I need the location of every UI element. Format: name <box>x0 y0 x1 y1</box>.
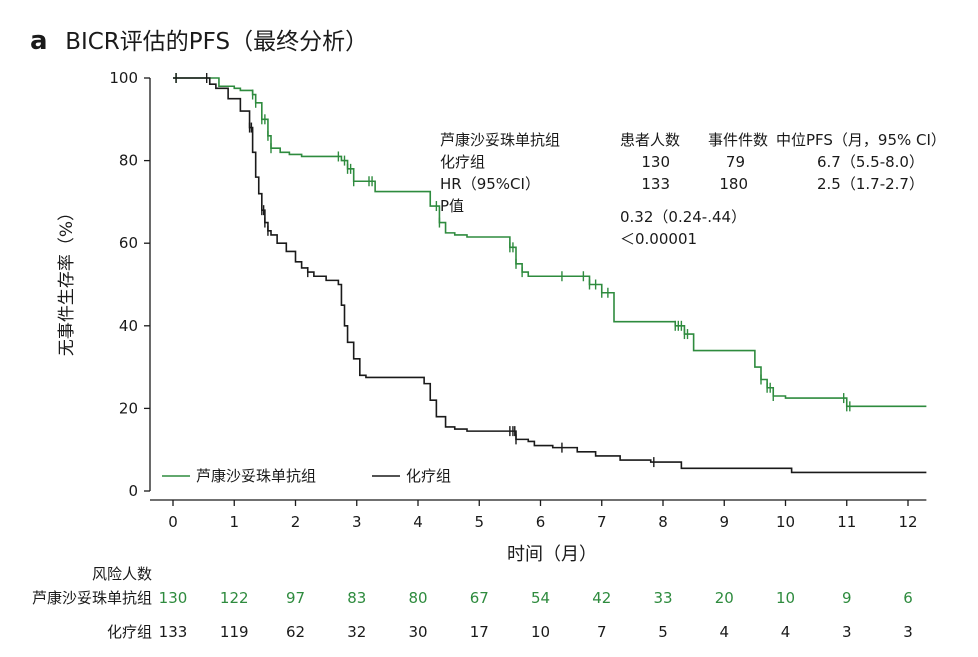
x-tick-label: 1 <box>229 513 239 531</box>
risk-value-control: 62 <box>286 623 305 641</box>
x-tick-label: 5 <box>474 513 484 531</box>
risk-value-treatment: 42 <box>592 589 611 607</box>
x-tick-label: 6 <box>536 513 546 531</box>
ann-hr-value: 0.32（0.24-.44） <box>620 208 746 226</box>
risk-value-control: 3 <box>842 623 852 641</box>
ann-row1-median: 6.7（5.5-8.0） <box>817 153 924 171</box>
ann-header-0: 芦康沙妥珠单抗组 <box>440 131 560 149</box>
x-tick-label: 2 <box>291 513 301 531</box>
risk-value-treatment: 122 <box>220 589 249 607</box>
ann-row2-n: 133 <box>641 175 670 193</box>
y-tick-label: 20 <box>119 399 138 417</box>
ann-row2-events: 180 <box>719 175 748 193</box>
risk-value-treatment: 6 <box>903 589 913 607</box>
risk-value-control: 10 <box>531 623 550 641</box>
risk-value-treatment: 9 <box>842 589 852 607</box>
x-tick-label: 10 <box>776 513 795 531</box>
ann-header-3: 中位PFS（月，95% CI） <box>776 131 946 149</box>
km-curve-treatment <box>173 77 927 408</box>
y-tick-label: 60 <box>119 234 138 252</box>
km-curve-control <box>173 77 927 474</box>
risk-value-control: 5 <box>658 623 668 641</box>
y-tick-label: 40 <box>119 317 138 335</box>
risk-value-control: 17 <box>470 623 489 641</box>
ann-row1-label: 化疗组 <box>440 153 485 171</box>
ann-row1-events: 79 <box>726 153 745 171</box>
x-tick-label: 12 <box>898 513 917 531</box>
y-tick-label: 0 <box>128 482 138 500</box>
risk-value-treatment: 10 <box>776 589 795 607</box>
x-tick-label: 11 <box>837 513 856 531</box>
risk-value-control: 7 <box>597 623 607 641</box>
legend-label-control: 化疗组 <box>406 467 451 485</box>
curves <box>173 73 927 474</box>
risk-value-treatment: 54 <box>531 589 550 607</box>
risk-value-control: 30 <box>408 623 427 641</box>
risk-value-treatment: 97 <box>286 589 305 607</box>
legend-label-treatment: 芦康沙妥珠单抗组 <box>196 467 316 485</box>
y-tick-label: 80 <box>119 152 138 170</box>
risk-value-control: 119 <box>220 623 249 641</box>
risk-value-treatment: 83 <box>347 589 366 607</box>
legend: 芦康沙妥珠单抗组 化疗组 <box>162 467 451 485</box>
ann-p-value: ＜0.00001 <box>620 230 697 248</box>
risk-value-control: 32 <box>347 623 366 641</box>
y-tick-label: 100 <box>109 69 138 87</box>
risk-table-title: 风险人数 <box>92 565 152 583</box>
risk-value-treatment: 130 <box>159 589 188 607</box>
risk-table: 风险人数 芦康沙妥珠单抗组 化疗组 130 122 97 83 80 67 54 42 33 20… <box>32 565 913 641</box>
x-tick-label: 0 <box>168 513 178 531</box>
x-ticks: 0 1 2 3 4 5 6 7 8 9 10 11 12 <box>168 500 918 531</box>
risk-value-control: 4 <box>781 623 791 641</box>
risk-value-treatment: 33 <box>653 589 672 607</box>
chart-title-block: a BICR评估的PFS（最终分析） <box>30 22 368 56</box>
y-axis-label: 无事件生存率（%） <box>57 204 77 356</box>
x-tick-label: 4 <box>413 513 423 531</box>
x-tick-label: 3 <box>352 513 362 531</box>
ann-row2-label: HR（95%CI） <box>440 175 540 193</box>
panel-letter: a <box>30 26 48 56</box>
y-ticks: 0 20 40 60 80 100 <box>109 69 150 500</box>
ann-header-1: 患者人数 <box>620 131 680 149</box>
x-axis-label: 时间（月） <box>507 544 597 565</box>
risk-value-control: 133 <box>159 623 188 641</box>
x-tick-label: 9 <box>719 513 729 531</box>
ann-row1-n: 130 <box>641 153 670 171</box>
risk-value-treatment: 20 <box>715 589 734 607</box>
stats-annotation: 芦康沙妥珠单抗组 患者人数 事件件数 中位PFS（月，95% CI） 化疗组 1… <box>440 131 946 248</box>
ann-row2-median: 2.5（1.7-2.7） <box>817 175 924 193</box>
x-tick-label: 8 <box>658 513 668 531</box>
chart-title: BICR评估的PFS（最终分析） <box>65 29 369 55</box>
risk-value-control: 3 <box>903 623 913 641</box>
risk-value-treatment: 67 <box>470 589 489 607</box>
risk-row-label-treatment: 芦康沙妥珠单抗组 <box>32 589 152 607</box>
ann-header-2: 事件件数 <box>708 131 768 149</box>
risk-value-treatment: 80 <box>408 589 427 607</box>
risk-row-label-control: 化疗组 <box>107 623 152 641</box>
x-tick-label: 7 <box>597 513 607 531</box>
ann-row3-label: P值 <box>440 197 464 215</box>
risk-value-control: 4 <box>719 623 729 641</box>
